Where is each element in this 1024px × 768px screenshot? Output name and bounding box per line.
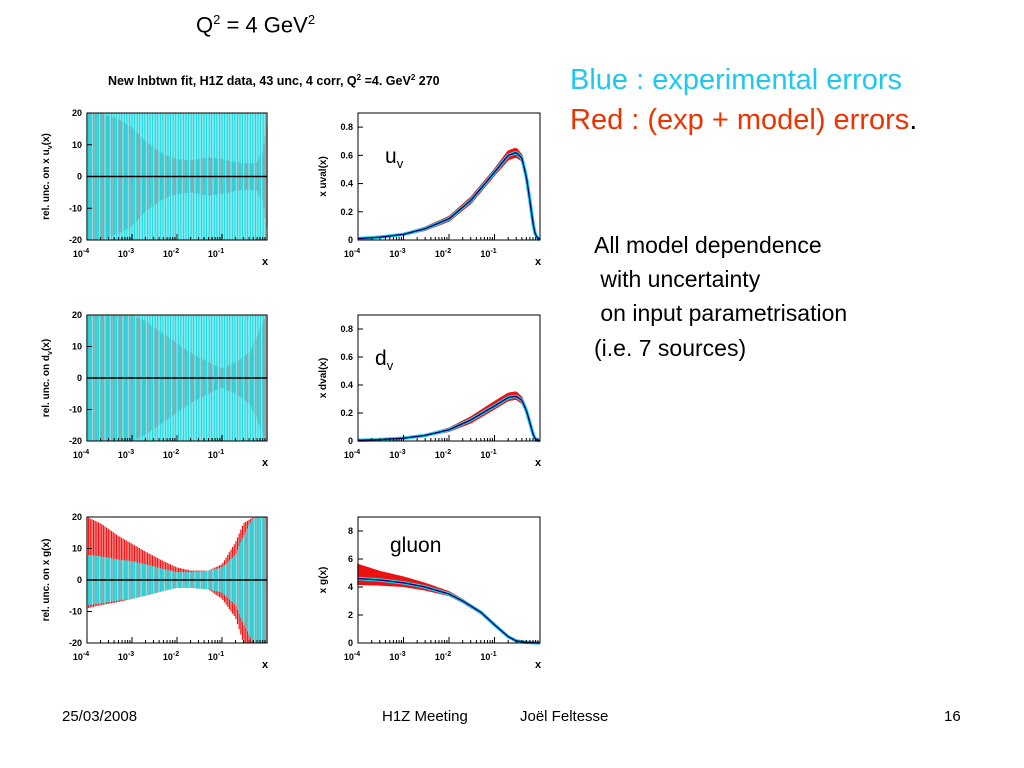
x-tick-label: 10-4 [344, 651, 360, 662]
x-axis-label: x [535, 659, 542, 671]
y-axis-label: x uval(x) [318, 156, 329, 197]
chart-uv-relunc: -20 -10 0 10 20 10-4 10-3 10-2 10-1 x rel. unc. on… [41, 108, 269, 268]
x-tick-label: 10-4 [73, 651, 89, 662]
panel-label: uv [385, 145, 404, 171]
x-tick-label: 10-3 [118, 449, 134, 460]
y-tick-label: 0 [77, 575, 82, 585]
x-axis-label: x [535, 256, 542, 268]
y-axis-label: rel. unc. on x uv(x) [41, 133, 54, 220]
experimental-error-band [357, 576, 541, 645]
central-value-line [357, 152, 541, 241]
x-tick-label: 10-1 [208, 449, 224, 460]
x-tick-label: 10-3 [118, 651, 134, 662]
x-tick-label: 10-4 [73, 248, 89, 259]
y-tick-label: 10 [72, 140, 82, 150]
footer-date: 25/03/2008 [62, 708, 138, 725]
chart-g-pdf: gluon 0 2 4 6 8 10-4 10-3 10-2 10-1 x x g(x) [318, 516, 542, 671]
note-line-3: on input parametrisation [594, 300, 848, 326]
y-axis-label: rel. unc. on x g(x) [41, 539, 52, 622]
x-tick-label: 10-2 [163, 248, 179, 259]
y-tick-label: 2 [348, 610, 353, 620]
x-tick-label: 10-4 [344, 449, 360, 460]
y-tick-label: -10 [69, 405, 82, 415]
y-tick-label: 0.6 [340, 352, 353, 362]
chart-dv-pdf: dv 0 0.2 0.4 0.6 0.8 10-4 10-3 10-2 10-1 x x dval(x… [318, 314, 542, 469]
y-tick-label: 10 [72, 342, 82, 352]
x-axis-label: x [262, 256, 269, 268]
y-tick-label: 0.4 [340, 380, 353, 390]
x-tick-label: 10-4 [344, 248, 360, 259]
x-axis-label: x [262, 457, 269, 469]
chart-g-relunc: -20 -10 0 10 20 10-4 10-3 10-2 10-1 x rel. unc. on… [41, 512, 269, 671]
y-tick-label: -10 [69, 203, 82, 213]
y-tick-label: 10 [72, 544, 82, 554]
y-tick-label: 0.8 [340, 324, 353, 334]
x-tick-label: 10-1 [480, 449, 496, 460]
x-tick-label: 10-2 [163, 449, 179, 460]
y-tick-label: 0.8 [340, 122, 353, 132]
y-tick-label: 0.4 [340, 179, 353, 189]
y-tick-label: -20 [69, 235, 82, 245]
y-tick-label: 0.2 [340, 408, 353, 418]
x-tick-label: 10-3 [118, 248, 134, 259]
x-tick-label: 10-2 [163, 651, 179, 662]
x-tick-label: 10-3 [389, 651, 405, 662]
slide-title: Q2 = 4 GeV2 [196, 12, 316, 38]
y-axis-label: x g(x) [318, 567, 329, 594]
x-tick-label: 10-1 [480, 651, 496, 662]
x-tick-label: 10-2 [435, 248, 451, 259]
y-axis-label: x dval(x) [318, 358, 329, 399]
y-tick-label: 4 [348, 582, 353, 592]
plot-title: New lnbtwn fit, H1Z data, 43 unc, 4 corr… [108, 73, 440, 89]
y-tick-label: 0 [348, 235, 353, 245]
model-error-band [357, 391, 541, 442]
x-tick-label: 10-4 [73, 449, 89, 460]
y-tick-label: 0 [348, 436, 353, 446]
x-tick-label: 10-1 [208, 651, 224, 662]
y-tick-label: -20 [69, 436, 82, 446]
y-tick-label: 6 [348, 554, 353, 564]
y-tick-label: 20 [72, 310, 82, 320]
x-tick-label: 10-1 [208, 248, 224, 259]
y-tick-label: -20 [69, 638, 82, 648]
footer-author: Joël Feltesse [520, 708, 609, 725]
y-tick-label: 20 [72, 108, 82, 118]
chart-uv-pdf: uv 0 0.2 0.4 0.6 0.8 10-4 10-3 10-2 10-1 x x uval(x… [318, 112, 542, 268]
plot-frame [357, 314, 541, 442]
panel-label: dv [375, 347, 394, 373]
note-line-4: (i.e. 7 sources) [594, 335, 747, 361]
legend-experimental-errors: Blue : experimental errors [570, 64, 903, 96]
y-tick-label: 20 [72, 512, 82, 522]
legend-model-errors: Red : (exp + model) errors. [570, 104, 918, 136]
y-tick-label: 0.2 [340, 207, 353, 217]
y-tick-label: 0 [77, 172, 82, 182]
x-tick-label: 10-3 [389, 449, 405, 460]
x-tick-label: 10-1 [480, 248, 496, 259]
chart-dv-relunc: -20 -10 0 10 20 10-4 10-3 10-2 10-1 x rel. unc. on… [41, 310, 269, 469]
x-tick-label: 10-2 [435, 449, 451, 460]
x-axis-label: x [262, 659, 269, 671]
panel-label: gluon [390, 534, 441, 557]
y-tick-label: 8 [348, 526, 353, 536]
x-tick-label: 10-2 [435, 651, 451, 662]
experimental-error-band [357, 394, 541, 443]
central-value-line [357, 395, 541, 442]
y-tick-label: 0 [348, 638, 353, 648]
footer-page-number: 16 [944, 708, 961, 725]
x-tick-label: 10-3 [389, 248, 405, 259]
y-axis-label: rel. unc. on dv(x) [41, 339, 54, 417]
note-line-1: All model dependence [594, 232, 822, 258]
x-axis-label: x [535, 457, 542, 469]
y-tick-label: 0.6 [340, 150, 353, 160]
footer-meeting: H1Z Meeting [382, 708, 468, 725]
model-error-band [357, 563, 541, 644]
central-value-line [357, 577, 541, 644]
y-tick-label: -10 [69, 607, 82, 617]
y-tick-label: 0 [77, 373, 82, 383]
note-line-2: with uncertainty [594, 266, 761, 292]
